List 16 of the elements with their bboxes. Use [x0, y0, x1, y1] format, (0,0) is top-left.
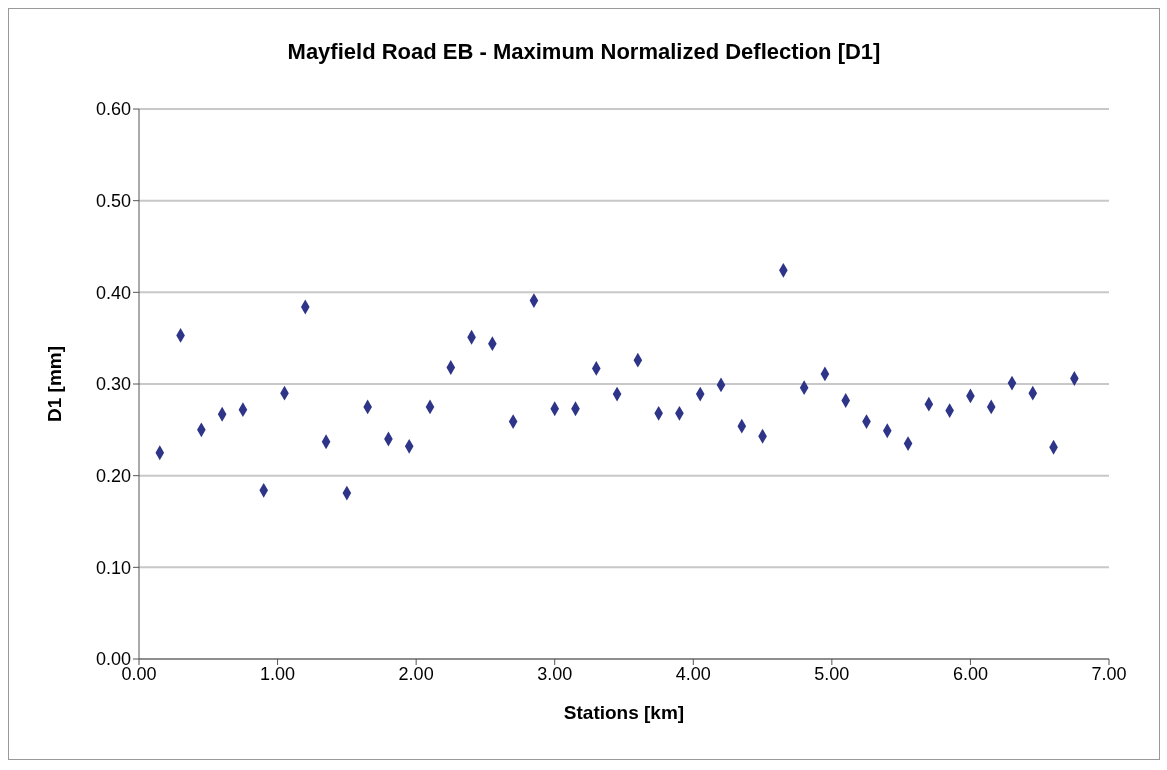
x-tick-label: 1.00 — [260, 663, 296, 684]
x-tick-label: 2.00 — [398, 663, 434, 684]
x-axis-title: Stations [km] — [563, 702, 685, 723]
y-tick-label: 0.10 — [95, 557, 131, 578]
y-tick-label: 0.50 — [95, 191, 131, 212]
chart-title: Mayfield Road EB - Maximum Normalized Deflection [D1] — [286, 38, 882, 66]
x-tick-label: 4.00 — [675, 663, 711, 684]
x-tick-label: 3.00 — [537, 663, 573, 684]
y-tick-label: 0.60 — [95, 99, 131, 120]
x-tick-label: 5.00 — [814, 663, 850, 684]
y-axis-title: D1 [mm] — [43, 345, 65, 423]
y-tick-label: 0.40 — [95, 282, 131, 303]
y-tick-label: 0.20 — [95, 466, 131, 487]
x-tick-label: 6.00 — [952, 663, 988, 684]
x-tick-label: 7.00 — [1091, 663, 1127, 684]
y-tick-label: 0.30 — [95, 374, 131, 395]
